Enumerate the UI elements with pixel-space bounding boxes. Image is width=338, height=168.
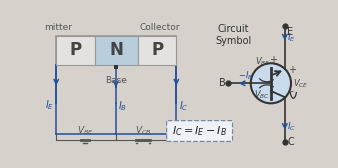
Text: $V_{BE}$: $V_{BE}$ (77, 124, 93, 137)
Text: $I_C = I_E - I_B$: $I_C = I_E - I_B$ (172, 124, 227, 138)
Bar (95, 36, 138, 65)
Text: $I_E$: $I_E$ (287, 31, 296, 44)
Text: C: C (287, 137, 294, 147)
Text: $I_C$: $I_C$ (287, 120, 296, 133)
Text: N: N (109, 41, 123, 59)
Text: $V_{BC}$: $V_{BC}$ (254, 88, 270, 101)
Text: Base: Base (105, 76, 127, 85)
Bar (56, 36, 176, 65)
Text: $I_E$: $I_E$ (45, 99, 54, 113)
Text: Collector: Collector (140, 24, 180, 32)
Text: +: + (288, 65, 296, 75)
Text: $I_B$: $I_B$ (118, 99, 127, 113)
Text: B: B (219, 77, 226, 88)
Text: P: P (151, 41, 163, 59)
Text: P: P (69, 41, 81, 59)
Text: -: - (290, 86, 294, 96)
Text: +: + (269, 55, 276, 65)
Text: Circuit
Symbol: Circuit Symbol (216, 24, 252, 46)
Text: $I_C$: $I_C$ (179, 99, 188, 113)
Text: E: E (287, 27, 293, 37)
Text: $V_{CB}$: $V_{CB}$ (135, 124, 151, 137)
Bar (138, 36, 176, 65)
Circle shape (251, 63, 291, 103)
Bar (56, 36, 95, 65)
Text: $V_{CE}$: $V_{CE}$ (293, 77, 308, 90)
FancyBboxPatch shape (167, 121, 233, 141)
Bar (114, 65, 118, 69)
Text: mitter: mitter (44, 24, 72, 32)
Text: $- I_B$: $- I_B$ (238, 69, 253, 82)
Text: $V_{BE}$: $V_{BE}$ (256, 56, 271, 68)
